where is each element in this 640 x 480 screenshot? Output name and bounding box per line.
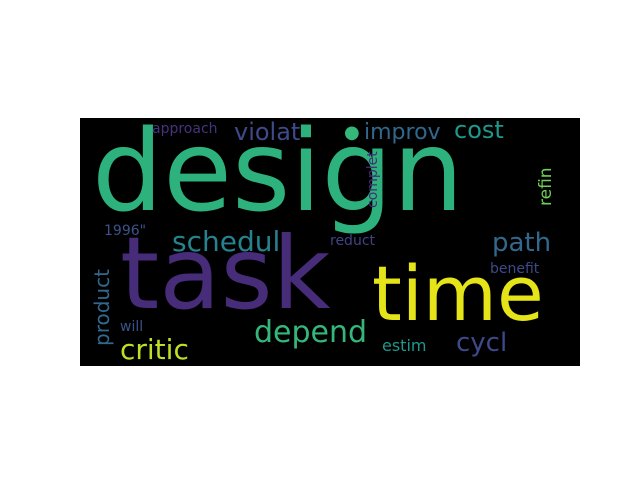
word-approach: approach (152, 121, 218, 137)
word-design: design (92, 118, 464, 237)
word-1996: 1996" (104, 223, 147, 239)
word-will: will (120, 319, 144, 335)
word-schedul: schedul (172, 225, 281, 258)
word-reduct: reduct (330, 233, 376, 249)
word-depend: depend (254, 315, 368, 350)
word-cloud: design task time schedul depend critic p… (80, 118, 580, 366)
word-estim: estim (382, 336, 427, 355)
word-cost: cost (454, 118, 504, 144)
word-violat: violat (234, 118, 301, 146)
word-refin: refin (536, 167, 556, 206)
word-complet: complet (365, 151, 381, 208)
word-improv: improv (364, 120, 441, 145)
word-dot: ● (344, 122, 360, 143)
word-time: time (372, 249, 544, 338)
word-path: path (492, 228, 552, 258)
word-critic: critic (120, 333, 189, 366)
word-product: product (90, 269, 114, 346)
word-task: task (120, 215, 331, 332)
word-cycl: cycl (456, 328, 508, 358)
word-benefit: benefit (490, 261, 540, 277)
